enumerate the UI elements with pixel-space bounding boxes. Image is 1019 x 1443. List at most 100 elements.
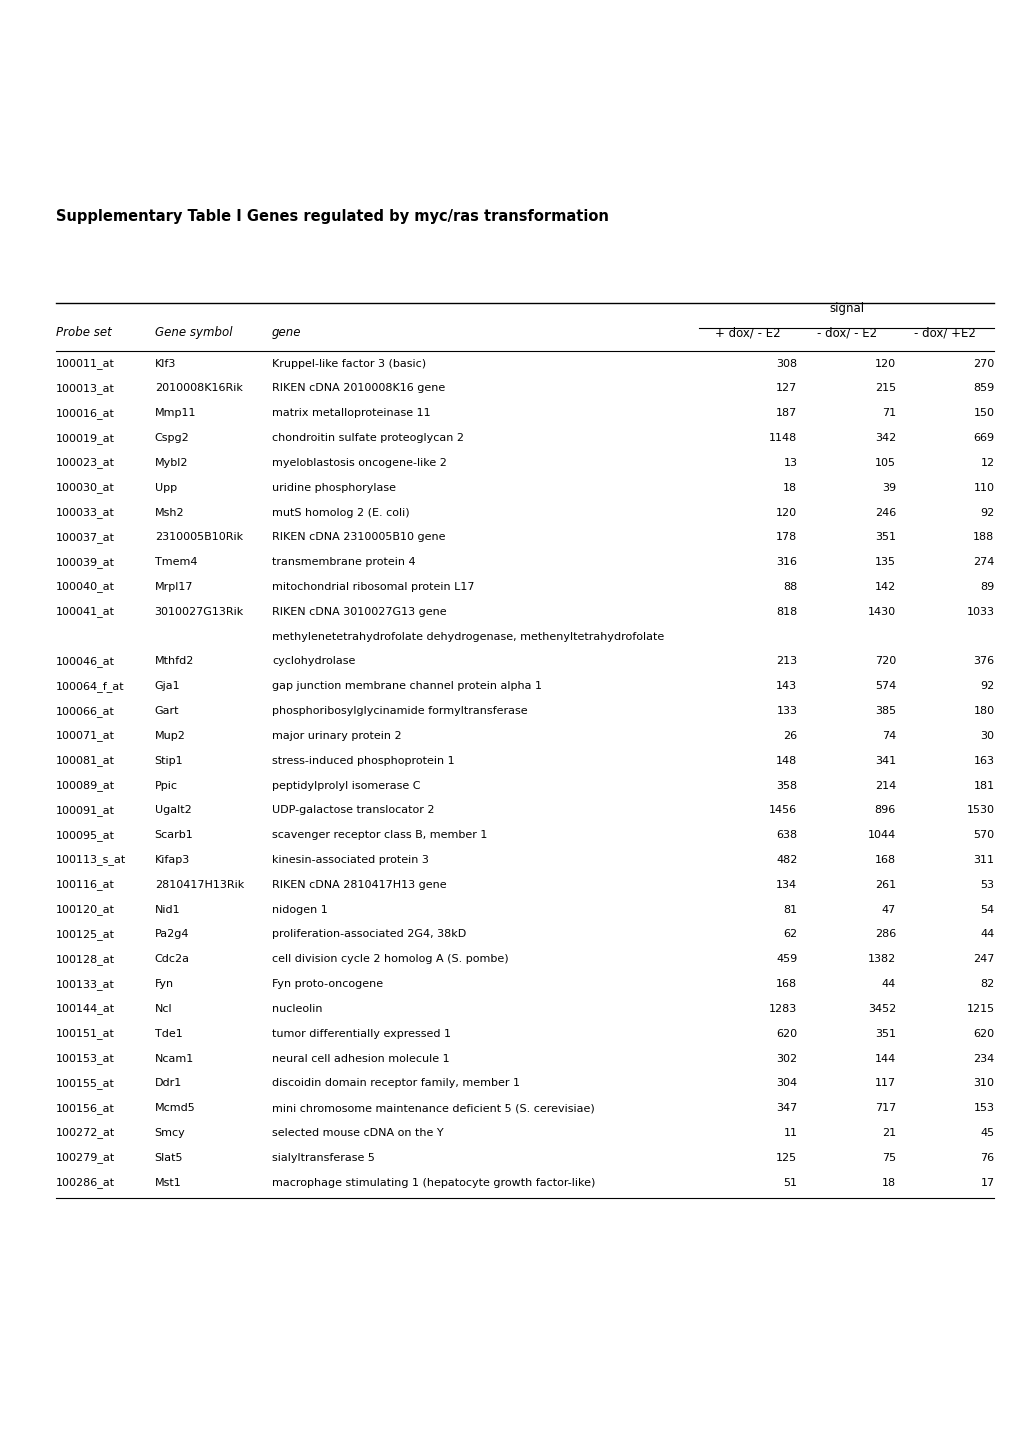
Text: 100064_f_at: 100064_f_at <box>56 681 124 691</box>
Text: 11: 11 <box>783 1128 797 1139</box>
Text: Mthfd2: Mthfd2 <box>155 657 194 667</box>
Text: kinesin-associated protein 3: kinesin-associated protein 3 <box>272 856 428 864</box>
Text: mini chromosome maintenance deficient 5 (S. cerevisiae): mini chromosome maintenance deficient 5 … <box>272 1104 594 1113</box>
Text: 168: 168 <box>775 980 797 988</box>
Text: Tde1: Tde1 <box>155 1029 182 1039</box>
Text: 62: 62 <box>783 929 797 939</box>
Text: 213: 213 <box>775 657 797 667</box>
Text: macrophage stimulating 1 (hepatocyte growth factor-like): macrophage stimulating 1 (hepatocyte gro… <box>272 1177 595 1188</box>
Text: 100081_at: 100081_at <box>56 755 115 766</box>
Text: 100116_at: 100116_at <box>56 879 115 890</box>
Text: Scarb1: Scarb1 <box>155 830 194 840</box>
Text: 100040_at: 100040_at <box>56 582 115 593</box>
Text: 100016_at: 100016_at <box>56 408 115 418</box>
Text: 39: 39 <box>881 483 895 492</box>
Text: 44: 44 <box>979 929 994 939</box>
Text: Ppic: Ppic <box>155 781 177 791</box>
Text: 351: 351 <box>874 1029 895 1039</box>
Text: Msh2: Msh2 <box>155 508 184 518</box>
Text: 100023_at: 100023_at <box>56 457 115 469</box>
Text: 187: 187 <box>775 408 797 418</box>
Text: 181: 181 <box>972 781 994 791</box>
Text: 18: 18 <box>881 1177 895 1188</box>
Text: 385: 385 <box>874 706 895 716</box>
Text: 1033: 1033 <box>966 608 994 616</box>
Text: 100095_at: 100095_at <box>56 830 115 841</box>
Text: 214: 214 <box>874 781 895 791</box>
Text: tumor differentially expressed 1: tumor differentially expressed 1 <box>272 1029 450 1039</box>
Text: 310: 310 <box>972 1078 994 1088</box>
Text: - dox/ +E2: - dox/ +E2 <box>913 326 975 339</box>
Text: Slat5: Slat5 <box>155 1153 183 1163</box>
Text: 47: 47 <box>880 905 895 915</box>
Text: 459: 459 <box>775 954 797 964</box>
Text: Gart: Gart <box>155 706 179 716</box>
Text: 148: 148 <box>775 756 797 766</box>
Text: 188: 188 <box>972 532 994 543</box>
Text: 100091_at: 100091_at <box>56 805 115 815</box>
Text: 117: 117 <box>874 1078 895 1088</box>
Text: transmembrane protein 4: transmembrane protein 4 <box>272 557 415 567</box>
Text: RIKEN cDNA 2310005B10 gene: RIKEN cDNA 2310005B10 gene <box>272 532 445 543</box>
Text: nidogen 1: nidogen 1 <box>272 905 327 915</box>
Text: signal: signal <box>828 302 863 315</box>
Text: 100272_at: 100272_at <box>56 1127 115 1139</box>
Text: 71: 71 <box>881 408 895 418</box>
Text: 89: 89 <box>979 582 994 592</box>
Text: 574: 574 <box>874 681 895 691</box>
Text: UDP-galactose translocator 2: UDP-galactose translocator 2 <box>272 805 434 815</box>
Text: phosphoribosylglycinamide formyltransferase: phosphoribosylglycinamide formyltransfer… <box>272 706 527 716</box>
Text: 1430: 1430 <box>867 608 895 616</box>
Text: 100011_at: 100011_at <box>56 358 115 369</box>
Text: 311: 311 <box>972 856 994 864</box>
Text: 100030_at: 100030_at <box>56 482 115 494</box>
Text: 100133_at: 100133_at <box>56 978 115 990</box>
Text: - dox/ - E2: - dox/ - E2 <box>816 326 876 339</box>
Text: 168: 168 <box>874 856 895 864</box>
Text: 1148: 1148 <box>768 433 797 443</box>
Text: 261: 261 <box>874 880 895 890</box>
Text: 92: 92 <box>979 508 994 518</box>
Text: 178: 178 <box>775 532 797 543</box>
Text: 45: 45 <box>979 1128 994 1139</box>
Text: 100089_at: 100089_at <box>56 781 115 791</box>
Text: 859: 859 <box>972 384 994 394</box>
Text: 100279_at: 100279_at <box>56 1153 115 1163</box>
Text: 127: 127 <box>775 384 797 394</box>
Text: 482: 482 <box>775 856 797 864</box>
Text: 81: 81 <box>783 905 797 915</box>
Text: 88: 88 <box>783 582 797 592</box>
Text: 100071_at: 100071_at <box>56 730 115 742</box>
Text: 21: 21 <box>881 1128 895 1139</box>
Text: 100286_at: 100286_at <box>56 1177 115 1188</box>
Text: 100120_at: 100120_at <box>56 905 115 915</box>
Text: 1215: 1215 <box>965 1004 994 1014</box>
Text: Cspg2: Cspg2 <box>155 433 190 443</box>
Text: RIKEN cDNA 3010027G13 gene: RIKEN cDNA 3010027G13 gene <box>272 608 446 616</box>
Text: Ugalt2: Ugalt2 <box>155 805 192 815</box>
Text: Probe set: Probe set <box>56 326 112 339</box>
Text: Mrpl17: Mrpl17 <box>155 582 193 592</box>
Text: major urinary protein 2: major urinary protein 2 <box>272 732 401 740</box>
Text: 100066_at: 100066_at <box>56 706 115 717</box>
Text: 100033_at: 100033_at <box>56 506 115 518</box>
Text: 134: 134 <box>775 880 797 890</box>
Text: Smcy: Smcy <box>155 1128 185 1139</box>
Text: stress-induced phosphoprotein 1: stress-induced phosphoprotein 1 <box>272 756 454 766</box>
Text: gene: gene <box>272 326 302 339</box>
Text: 100113_s_at: 100113_s_at <box>56 854 126 866</box>
Text: 18: 18 <box>783 483 797 492</box>
Text: Mmp11: Mmp11 <box>155 408 196 418</box>
Text: 53: 53 <box>979 880 994 890</box>
Text: 308: 308 <box>775 359 797 368</box>
Text: 342: 342 <box>874 433 895 443</box>
Text: uridine phosphorylase: uridine phosphorylase <box>272 483 395 492</box>
Text: Nid1: Nid1 <box>155 905 180 915</box>
Text: 316: 316 <box>775 557 797 567</box>
Text: 44: 44 <box>880 980 895 988</box>
Text: gap junction membrane channel protein alpha 1: gap junction membrane channel protein al… <box>272 681 541 691</box>
Text: 720: 720 <box>874 657 895 667</box>
Text: 100041_at: 100041_at <box>56 606 115 618</box>
Text: matrix metalloproteinase 11: matrix metalloproteinase 11 <box>272 408 430 418</box>
Text: discoidin domain receptor family, member 1: discoidin domain receptor family, member… <box>272 1078 520 1088</box>
